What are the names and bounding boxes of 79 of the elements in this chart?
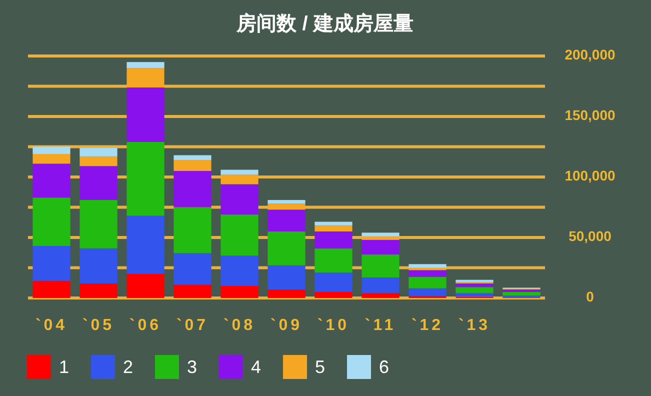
y-tick-label: 0 [586,288,594,305]
bar [456,287,494,294]
bar [314,248,352,273]
x-tick-label: `10 [317,317,350,334]
y-tick-label: 200,000 [564,46,616,63]
bar [80,148,118,156]
bar [126,274,164,298]
bar [362,277,400,294]
bar [268,200,306,204]
legend-label: 2 [123,356,134,377]
bar [174,170,212,208]
bar [314,222,352,226]
x-tick-label: `06 [129,317,162,334]
bar [220,214,258,256]
bar [174,160,212,171]
bar [32,164,70,198]
bar [408,264,446,268]
x-tick-label: `12 [411,317,444,334]
legend-label: 5 [315,356,326,377]
bar [32,246,70,282]
bar [220,174,258,184]
x-tick-label: `04 [35,317,68,334]
y-tick-label: 100,000 [564,168,616,184]
x-tick-label: `11 [364,317,396,334]
bar [456,283,494,288]
bar [174,155,212,160]
bar [174,284,212,298]
legend-label: 4 [251,356,262,377]
bar [408,270,446,277]
x-tick-label: `13 [458,317,491,334]
bar [502,292,540,296]
bar [126,68,164,88]
bar [362,293,400,298]
bar [314,272,352,292]
bar [268,265,306,290]
bar [362,240,400,254]
x-tick-label: `08 [223,317,256,334]
bar [314,225,352,232]
bar [32,281,70,298]
bar [408,276,446,288]
bar [80,156,118,166]
bar [456,293,494,297]
bar [220,286,258,298]
bar [314,292,352,298]
bar [80,166,118,200]
bar [268,231,306,266]
bar [362,236,400,240]
legend-label: 1 [59,356,70,377]
bar [174,207,212,254]
bar [268,204,306,210]
bar [126,87,164,142]
bar [80,200,118,248]
bar [174,253,212,285]
x-tick-label: `07 [176,317,209,334]
bar [268,290,306,298]
bar [220,170,258,175]
bar [268,210,306,232]
bar [126,62,164,68]
chart-title: 房间数 / 建成房屋量 [236,12,414,35]
bar [220,184,258,215]
bar [220,256,258,286]
bar [80,283,118,298]
bar [408,288,446,296]
x-tick-label: `09 [270,317,303,334]
y-tick-label: 150,000 [564,107,616,124]
y-tick-label: 50,000 [568,228,612,244]
x-tick-label: `05 [82,317,115,334]
bar [32,146,70,154]
bar [362,232,400,236]
legend-label: 6 [379,356,390,377]
legend-label: 3 [187,356,198,377]
bar [32,198,70,246]
bar [126,142,164,216]
bar [80,248,118,284]
bar [126,216,164,274]
bar [456,280,494,282]
bar [314,231,352,248]
bar [362,254,400,278]
bar [32,154,70,164]
